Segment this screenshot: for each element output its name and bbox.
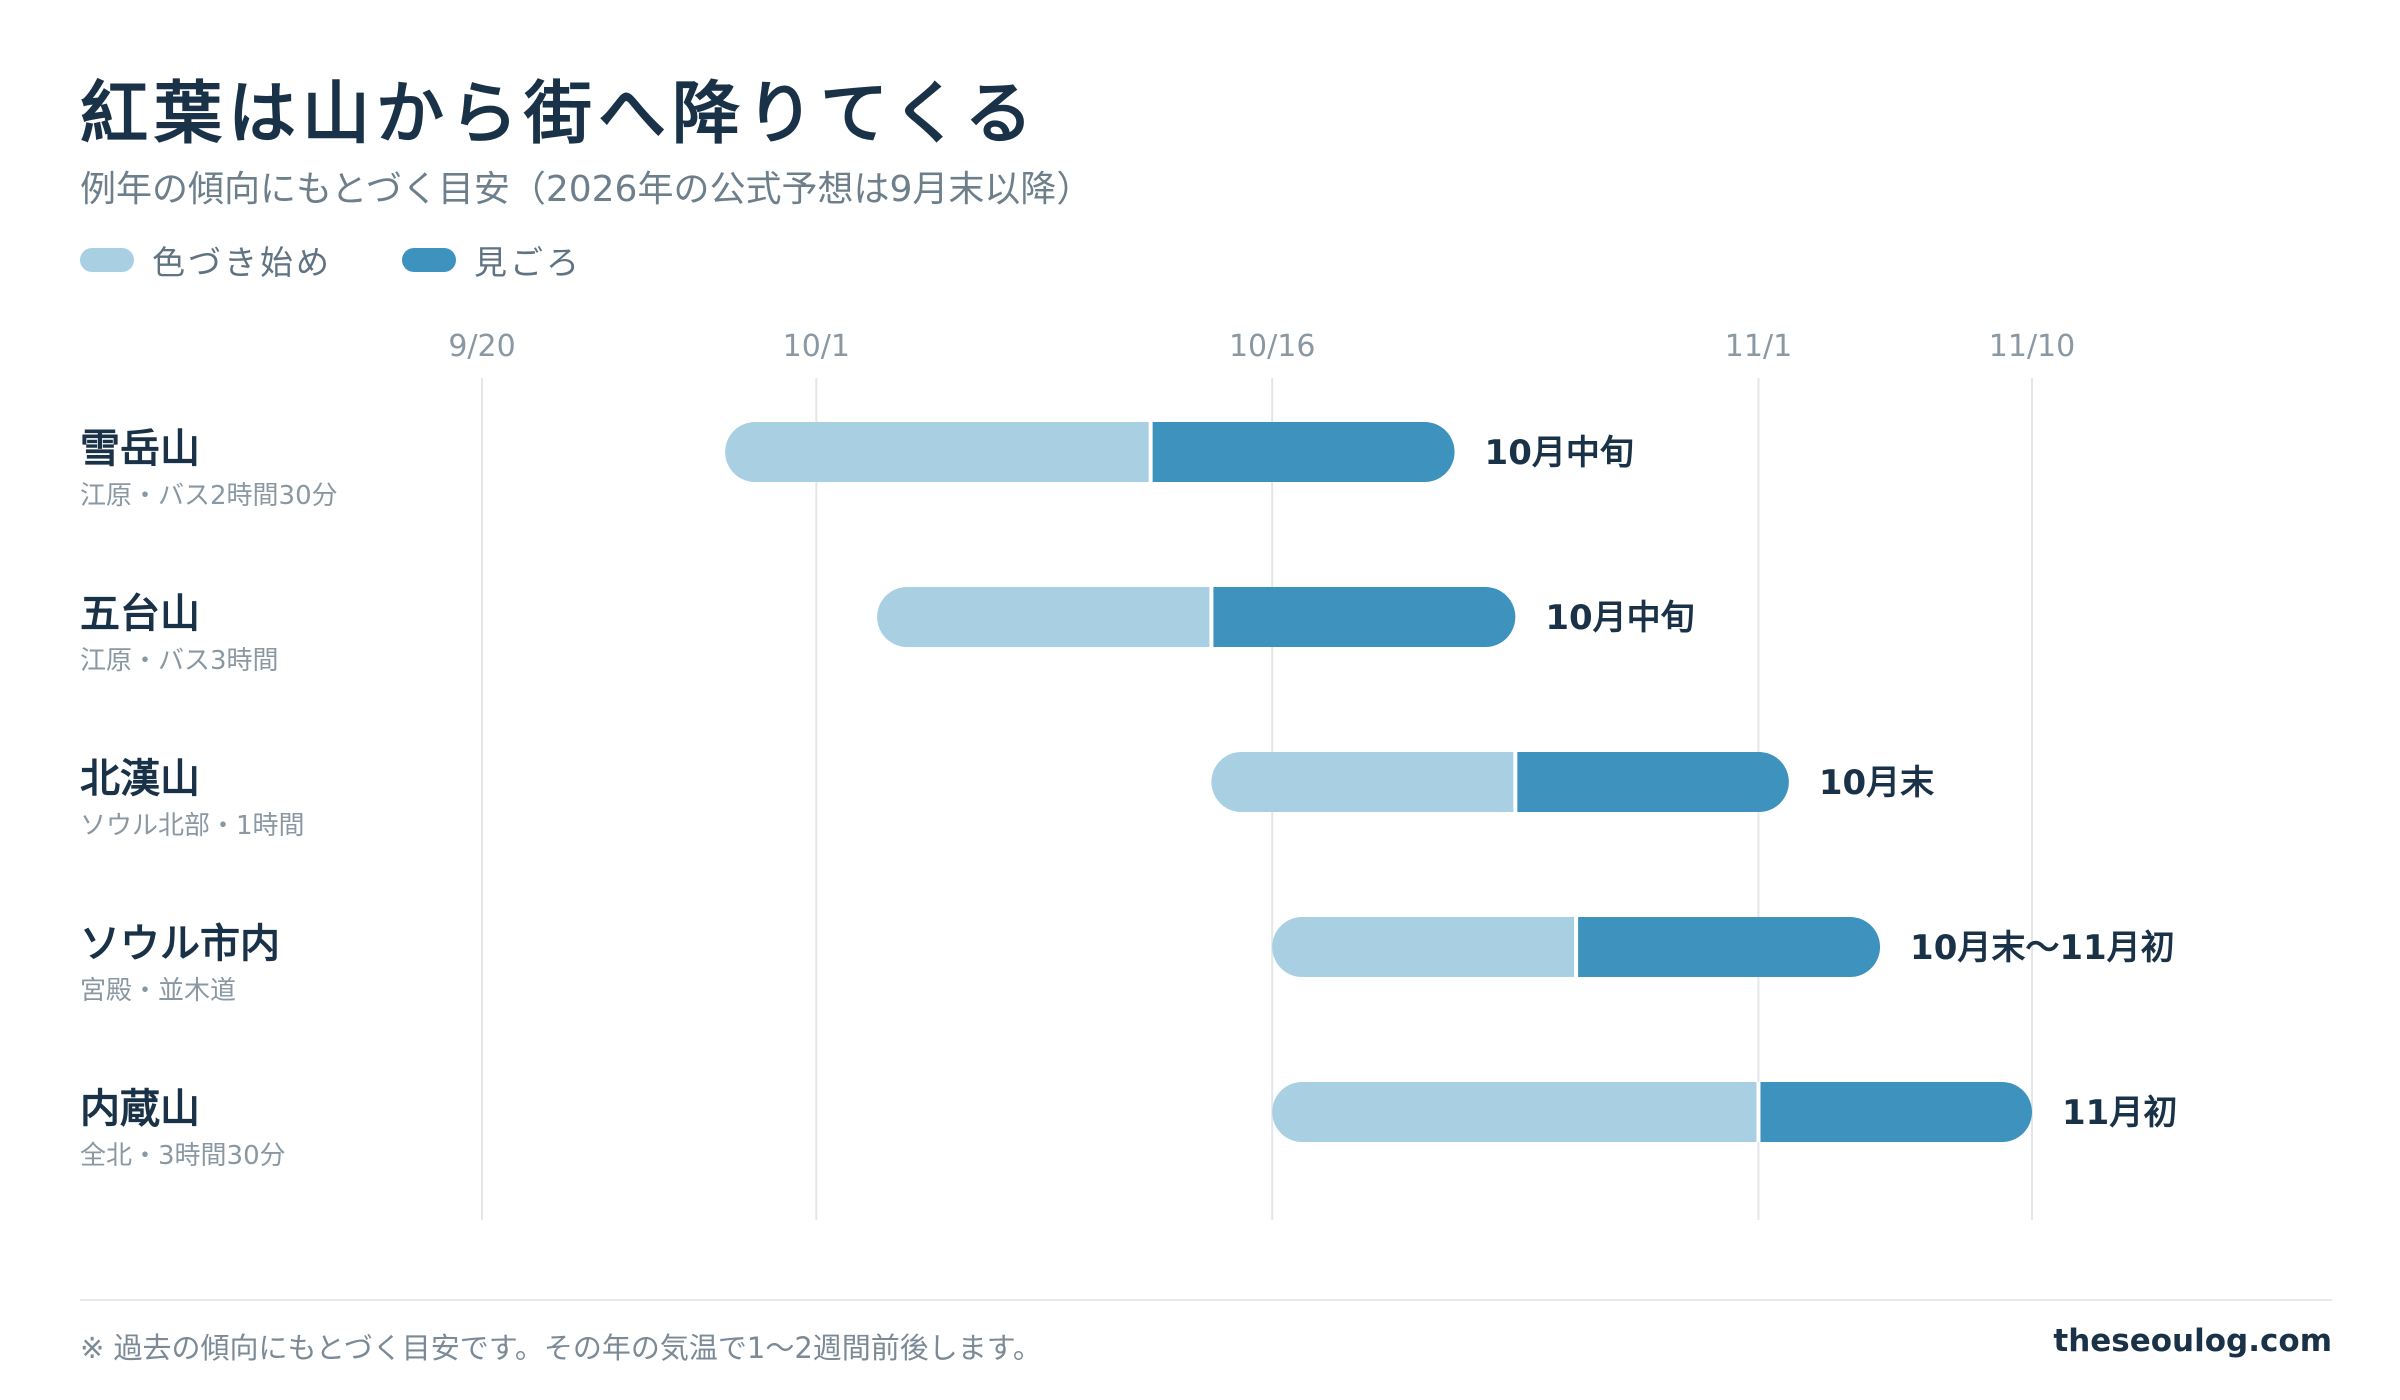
peak-label-1: 10月中旬 (1545, 598, 1694, 638)
bar-peak-1 (1211, 587, 1516, 647)
bar-peak-joint-1 (1211, 587, 1242, 647)
x-tick-label-1: 10/1 (783, 329, 850, 364)
legend: 色づき始め 見ごろ (80, 236, 652, 284)
row-name-4: 内蔵山 (80, 1086, 200, 1132)
bar-peak-2 (1515, 752, 1789, 812)
row-sub-0: 江原・バス2時間30分 (80, 481, 338, 511)
bar-peak-3 (1576, 917, 1881, 977)
chart-subtitle: 例年の傾向にもとづく目安（2026年の公式予想は9月末以降） (80, 169, 1093, 210)
bar-peak-joint-2 (1515, 752, 1546, 812)
bar-peak-joint-3 (1576, 917, 1607, 977)
bar-peak-joint-4 (1758, 1082, 1789, 1142)
site-credit: theseoulog.com (2053, 1323, 2332, 1359)
row-name-2: 北漢山 (80, 756, 200, 802)
row-name-3: ソウル市内 (80, 921, 280, 967)
peak-label-2: 10月末 (1819, 763, 1934, 803)
x-tick-label-4: 11/10 (1989, 329, 2075, 364)
legend-item-peak: 見ごろ (402, 236, 582, 284)
row-name-0: 雪岳山 (80, 426, 200, 472)
row-sub-4: 全北・3時間30分 (80, 1141, 286, 1171)
x-tick-label-2: 10/16 (1229, 329, 1315, 364)
row-sub-1: 江原・バス3時間 (80, 646, 279, 676)
legend-swatch-coloring-start (80, 248, 134, 272)
row-sub-2: ソウル北部・1時間 (80, 811, 305, 841)
bar-peak-0 (1150, 422, 1455, 482)
peak-label-0: 10月中旬 (1485, 433, 1634, 473)
bar-peak-joint-0 (1150, 422, 1181, 482)
bar-coloring-start-3 (1272, 917, 1607, 977)
legend-item-coloring-start: 色づき始め (80, 236, 332, 284)
footer-divider (80, 1299, 2332, 1301)
legend-swatch-peak (402, 248, 456, 272)
bar-peak-4 (1758, 1082, 2032, 1142)
legend-label-peak: 見ごろ (474, 243, 582, 282)
bar-coloring-start-1 (877, 587, 1242, 647)
peak-label-3: 10月末〜11月初 (1910, 928, 2175, 968)
bar-coloring-start-4 (1272, 1082, 1789, 1142)
bar-coloring-start-2 (1211, 752, 1546, 812)
peak-label-4: 11月初 (2062, 1093, 2177, 1133)
chart-title: 紅葉は山から街へ降りてくる (80, 75, 1039, 154)
row-name-1: 五台山 (80, 591, 200, 637)
bar-coloring-start-0 (725, 422, 1181, 482)
x-tick-label-0: 9/20 (448, 329, 515, 364)
row-sub-3: 宮殿・並木道 (80, 976, 236, 1006)
legend-label-coloring-start: 色づき始め (152, 243, 332, 282)
x-tick-label-3: 11/1 (1725, 329, 1792, 364)
footnote: ※ 過去の傾向にもとづく目安です。その年の気温で1〜2週間前後します。 (80, 1331, 1042, 1365)
